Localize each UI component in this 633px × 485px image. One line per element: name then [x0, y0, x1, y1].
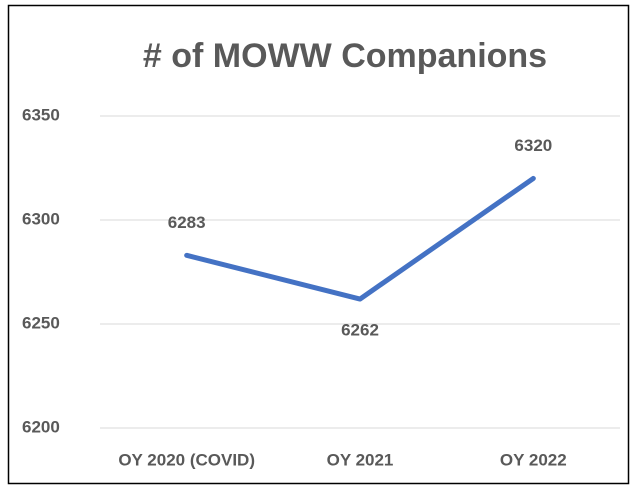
y-tick-label: 6200 [22, 417, 60, 436]
data-label: 6283 [168, 213, 206, 232]
chart-frame [7, 4, 630, 485]
y-tick-label: 6250 [22, 313, 60, 332]
data-line [184, 175, 536, 302]
data-label: 6320 [514, 136, 552, 155]
x-tick-label: OY 2022 [500, 450, 567, 469]
y-tick-label: 6300 [22, 209, 60, 228]
x-tick-label: OY 2021 [327, 450, 394, 469]
data-label: 6262 [341, 321, 379, 340]
y-tick-label: 6350 [22, 105, 60, 124]
x-tick-label: OY 2020 (COVID) [118, 450, 255, 469]
chart-title: # of MOWW Companions [143, 37, 547, 75]
